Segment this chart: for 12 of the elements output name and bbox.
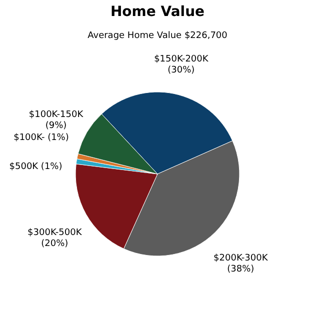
data-label: (20%) — [41, 238, 68, 249]
slice-label: $150K-200K — [154, 54, 210, 64]
data-label: (30%) — [168, 65, 195, 76]
chart-title: Home Value — [110, 4, 205, 20]
slice-label: $200K-300K — [214, 254, 269, 264]
data-label: (9%) — [45, 120, 67, 131]
slice-label: $100K- (1%) — [14, 133, 69, 144]
slice-label: $500K (1%) — [9, 162, 62, 172]
chart-subtitle: Average Home Value $226,700 — [88, 31, 228, 41]
slice-label: $100K-150K — [28, 110, 84, 120]
data-label: (38%) — [227, 264, 254, 275]
slice-label: $300K-500K — [28, 228, 83, 238]
